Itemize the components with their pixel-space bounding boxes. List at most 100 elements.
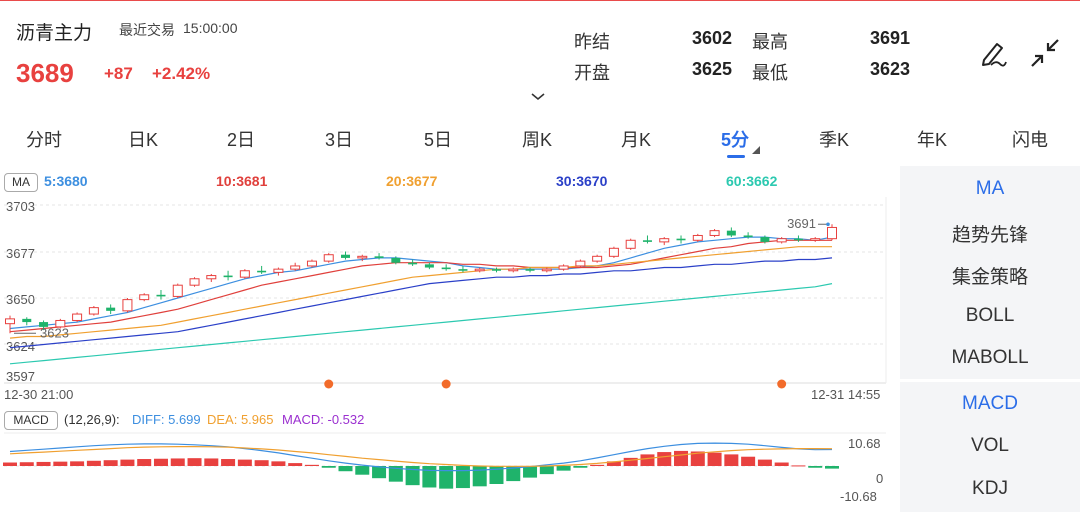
candle-body-up — [709, 230, 720, 236]
chevron-down-icon[interactable] — [530, 92, 546, 102]
tab-2day[interactable]: 2日 — [226, 130, 256, 150]
tab-flash[interactable]: 闪电 — [1012, 130, 1048, 150]
tab-intraday[interactable]: 分时 — [26, 130, 62, 150]
macd-dea-line — [9, 446, 833, 467]
indicator-macd[interactable]: MACD — [962, 393, 1018, 414]
candle-body-down — [39, 322, 49, 327]
candle-body-down — [156, 294, 166, 297]
candle-body-up — [206, 275, 217, 280]
candle-body-up — [692, 234, 703, 241]
event-marker-dot — [441, 379, 451, 389]
macd-histogram-bar — [372, 466, 387, 479]
macd-histogram-bar — [86, 460, 101, 466]
quote-value-prev-settle: 3602 — [692, 28, 733, 48]
macd-histogram-bar — [288, 463, 303, 466]
quote-label-high: 最高 — [752, 32, 788, 52]
price-axis-label: 3677 — [6, 246, 35, 261]
tab-3day[interactable]: 3日 — [324, 130, 354, 150]
indicator-boll[interactable]: BOLL — [965, 305, 1015, 326]
macd-diff-line — [9, 442, 833, 472]
candle-body-up — [273, 268, 284, 273]
macd-dea-value: DEA: 5.965 — [207, 412, 274, 427]
ma5-value: 5:3680 — [44, 173, 88, 189]
macd-indicator-badge[interactable]: MACD — [4, 411, 58, 430]
collapse-arrows-icon[interactable] — [1030, 38, 1062, 70]
candle-body-down — [374, 256, 384, 258]
quote-label-open: 开盘 — [574, 63, 610, 83]
ma60-value: 60:3662 — [726, 173, 778, 189]
indicator-kdj[interactable]: KDJ — [972, 478, 1008, 499]
tab-yearly-k[interactable]: 年K — [916, 130, 948, 150]
candle-body-down — [391, 257, 401, 263]
macd-histogram-bar — [153, 458, 168, 466]
macd-histogram-bar — [455, 466, 470, 489]
ma10-value: 10:3681 — [216, 173, 268, 189]
candle-body-up — [474, 268, 485, 272]
tab-5min[interactable]: 5分 — [720, 130, 750, 150]
candle-body-up — [659, 238, 670, 243]
macd-histogram-bar — [254, 460, 269, 466]
indicator-fund-strategy[interactable]: 集金策略 — [951, 267, 1028, 288]
tab-dropdown-corner-icon[interactable] — [752, 146, 760, 154]
candle-body-down — [408, 262, 418, 265]
macd-macd-value: MACD: -0.532 — [282, 412, 365, 427]
candle-body-down — [424, 264, 434, 268]
macd-params: (12,26,9): — [64, 412, 120, 427]
indicator-vol[interactable]: VOL — [970, 435, 1010, 456]
macd-histogram-bar — [808, 466, 823, 468]
tab-5day[interactable]: 5日 — [423, 130, 453, 150]
candle-body-up — [306, 260, 317, 267]
candle-body-down — [22, 318, 32, 323]
ma30-line — [9, 257, 833, 349]
draw-pen-icon[interactable] — [978, 38, 1008, 68]
period-tabs: 分时 日K 2日 3日 5日 周K 月K 5分 季K 年K 闪电 — [0, 120, 1080, 160]
candlestick-chart[interactable]: 3691 3623 — [0, 0, 900, 512]
macd-histogram-bar — [103, 460, 118, 466]
macd-histogram-bar — [355, 466, 370, 475]
time-axis-start: 12-30 21:00 — [4, 387, 74, 402]
candle-body-up — [592, 255, 603, 262]
candle-body-up — [357, 255, 368, 259]
macd-histogram-bar — [304, 464, 319, 466]
macd-histogram-bar — [221, 459, 236, 466]
candle-body-down — [726, 230, 736, 236]
indicator-ma[interactable]: MA — [975, 178, 1005, 199]
candle-body-down — [793, 238, 803, 241]
high-marker-dot — [826, 222, 830, 227]
tab-monthly-k[interactable]: 月K — [620, 130, 652, 150]
macd-histogram-bar — [674, 450, 689, 466]
candle-body-down — [676, 238, 686, 241]
ma60-line — [9, 283, 833, 365]
macd-histogram-bar — [70, 461, 85, 466]
high-annotation: 3691 — [787, 216, 816, 231]
sub-indicator-panel: MACD VOL KDJ — [900, 382, 1080, 512]
candle-body-up — [575, 260, 586, 267]
tab-daily-k[interactable]: 日K — [127, 130, 159, 150]
macd-histogram-bar — [523, 466, 538, 478]
indicator-maboll[interactable]: MABOLL — [951, 347, 1029, 368]
candle-body-up — [88, 307, 99, 315]
candle-body-down — [525, 269, 535, 271]
macd-histogram-bar — [187, 458, 202, 466]
tab-weekly-k[interactable]: 周K — [521, 130, 553, 150]
macd-histogram-bar — [707, 452, 722, 466]
macd-histogram-bar — [724, 454, 739, 466]
price-axis-label: 3703 — [6, 199, 35, 214]
macd-axis-mid: 0 — [876, 471, 884, 486]
tab-quarterly-k[interactable]: 季K — [818, 130, 850, 150]
macd-histogram-bar — [606, 461, 621, 466]
candle-body-up — [323, 254, 334, 262]
last-price: 3689 — [16, 58, 74, 88]
ma-indicator-badge[interactable]: MA — [4, 173, 38, 192]
top-accent-line — [0, 0, 1080, 1]
macd-histogram-bar — [539, 466, 554, 475]
event-marker-dot — [324, 379, 334, 389]
price-axis-label: 3650 — [6, 292, 35, 307]
quote-label-low: 最低 — [752, 63, 788, 83]
last-trade-time: 15:00:00 — [183, 20, 238, 36]
quote-value-open: 3625 — [692, 59, 733, 79]
quote-label-prev-settle: 昨结 — [574, 32, 610, 52]
indicator-trend-pioneer[interactable]: 趋势先锋 — [951, 225, 1028, 246]
quote-value-high: 3691 — [870, 28, 911, 48]
candle-body-down — [441, 267, 451, 270]
